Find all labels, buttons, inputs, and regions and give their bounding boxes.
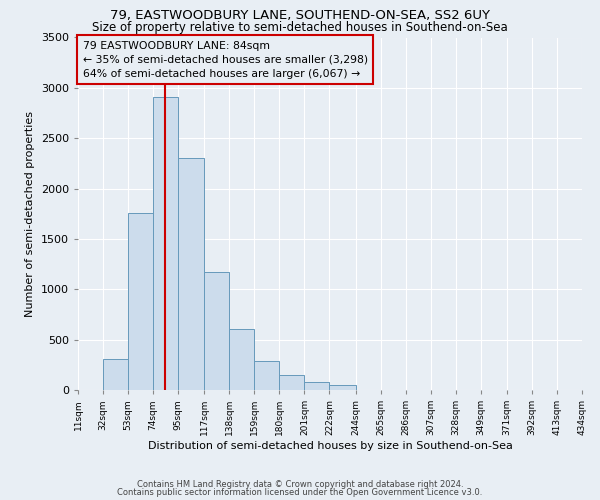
Bar xyxy=(178,158,204,390)
Text: Size of property relative to semi-detached houses in Southend-on-Sea: Size of property relative to semi-detach… xyxy=(92,22,508,35)
Bar xyxy=(280,375,304,390)
Bar xyxy=(128,212,153,390)
Bar xyxy=(254,361,280,390)
Bar xyxy=(204,272,229,390)
Y-axis label: Number of semi-detached properties: Number of semi-detached properties xyxy=(25,111,35,317)
Text: Contains HM Land Registry data © Crown copyright and database right 2024.: Contains HM Land Registry data © Crown c… xyxy=(137,480,463,489)
Bar xyxy=(153,97,178,390)
Bar xyxy=(304,382,329,390)
Text: 79, EASTWOODBURY LANE, SOUTHEND-ON-SEA, SS2 6UY: 79, EASTWOODBURY LANE, SOUTHEND-ON-SEA, … xyxy=(110,9,490,22)
X-axis label: Distribution of semi-detached houses by size in Southend-on-Sea: Distribution of semi-detached houses by … xyxy=(148,441,512,451)
Bar xyxy=(103,359,128,390)
Bar xyxy=(329,385,356,390)
Text: Contains public sector information licensed under the Open Government Licence v3: Contains public sector information licen… xyxy=(118,488,482,497)
Text: 79 EASTWOODBURY LANE: 84sqm
← 35% of semi-detached houses are smaller (3,298)
64: 79 EASTWOODBURY LANE: 84sqm ← 35% of sem… xyxy=(83,40,368,78)
Bar xyxy=(229,328,254,390)
